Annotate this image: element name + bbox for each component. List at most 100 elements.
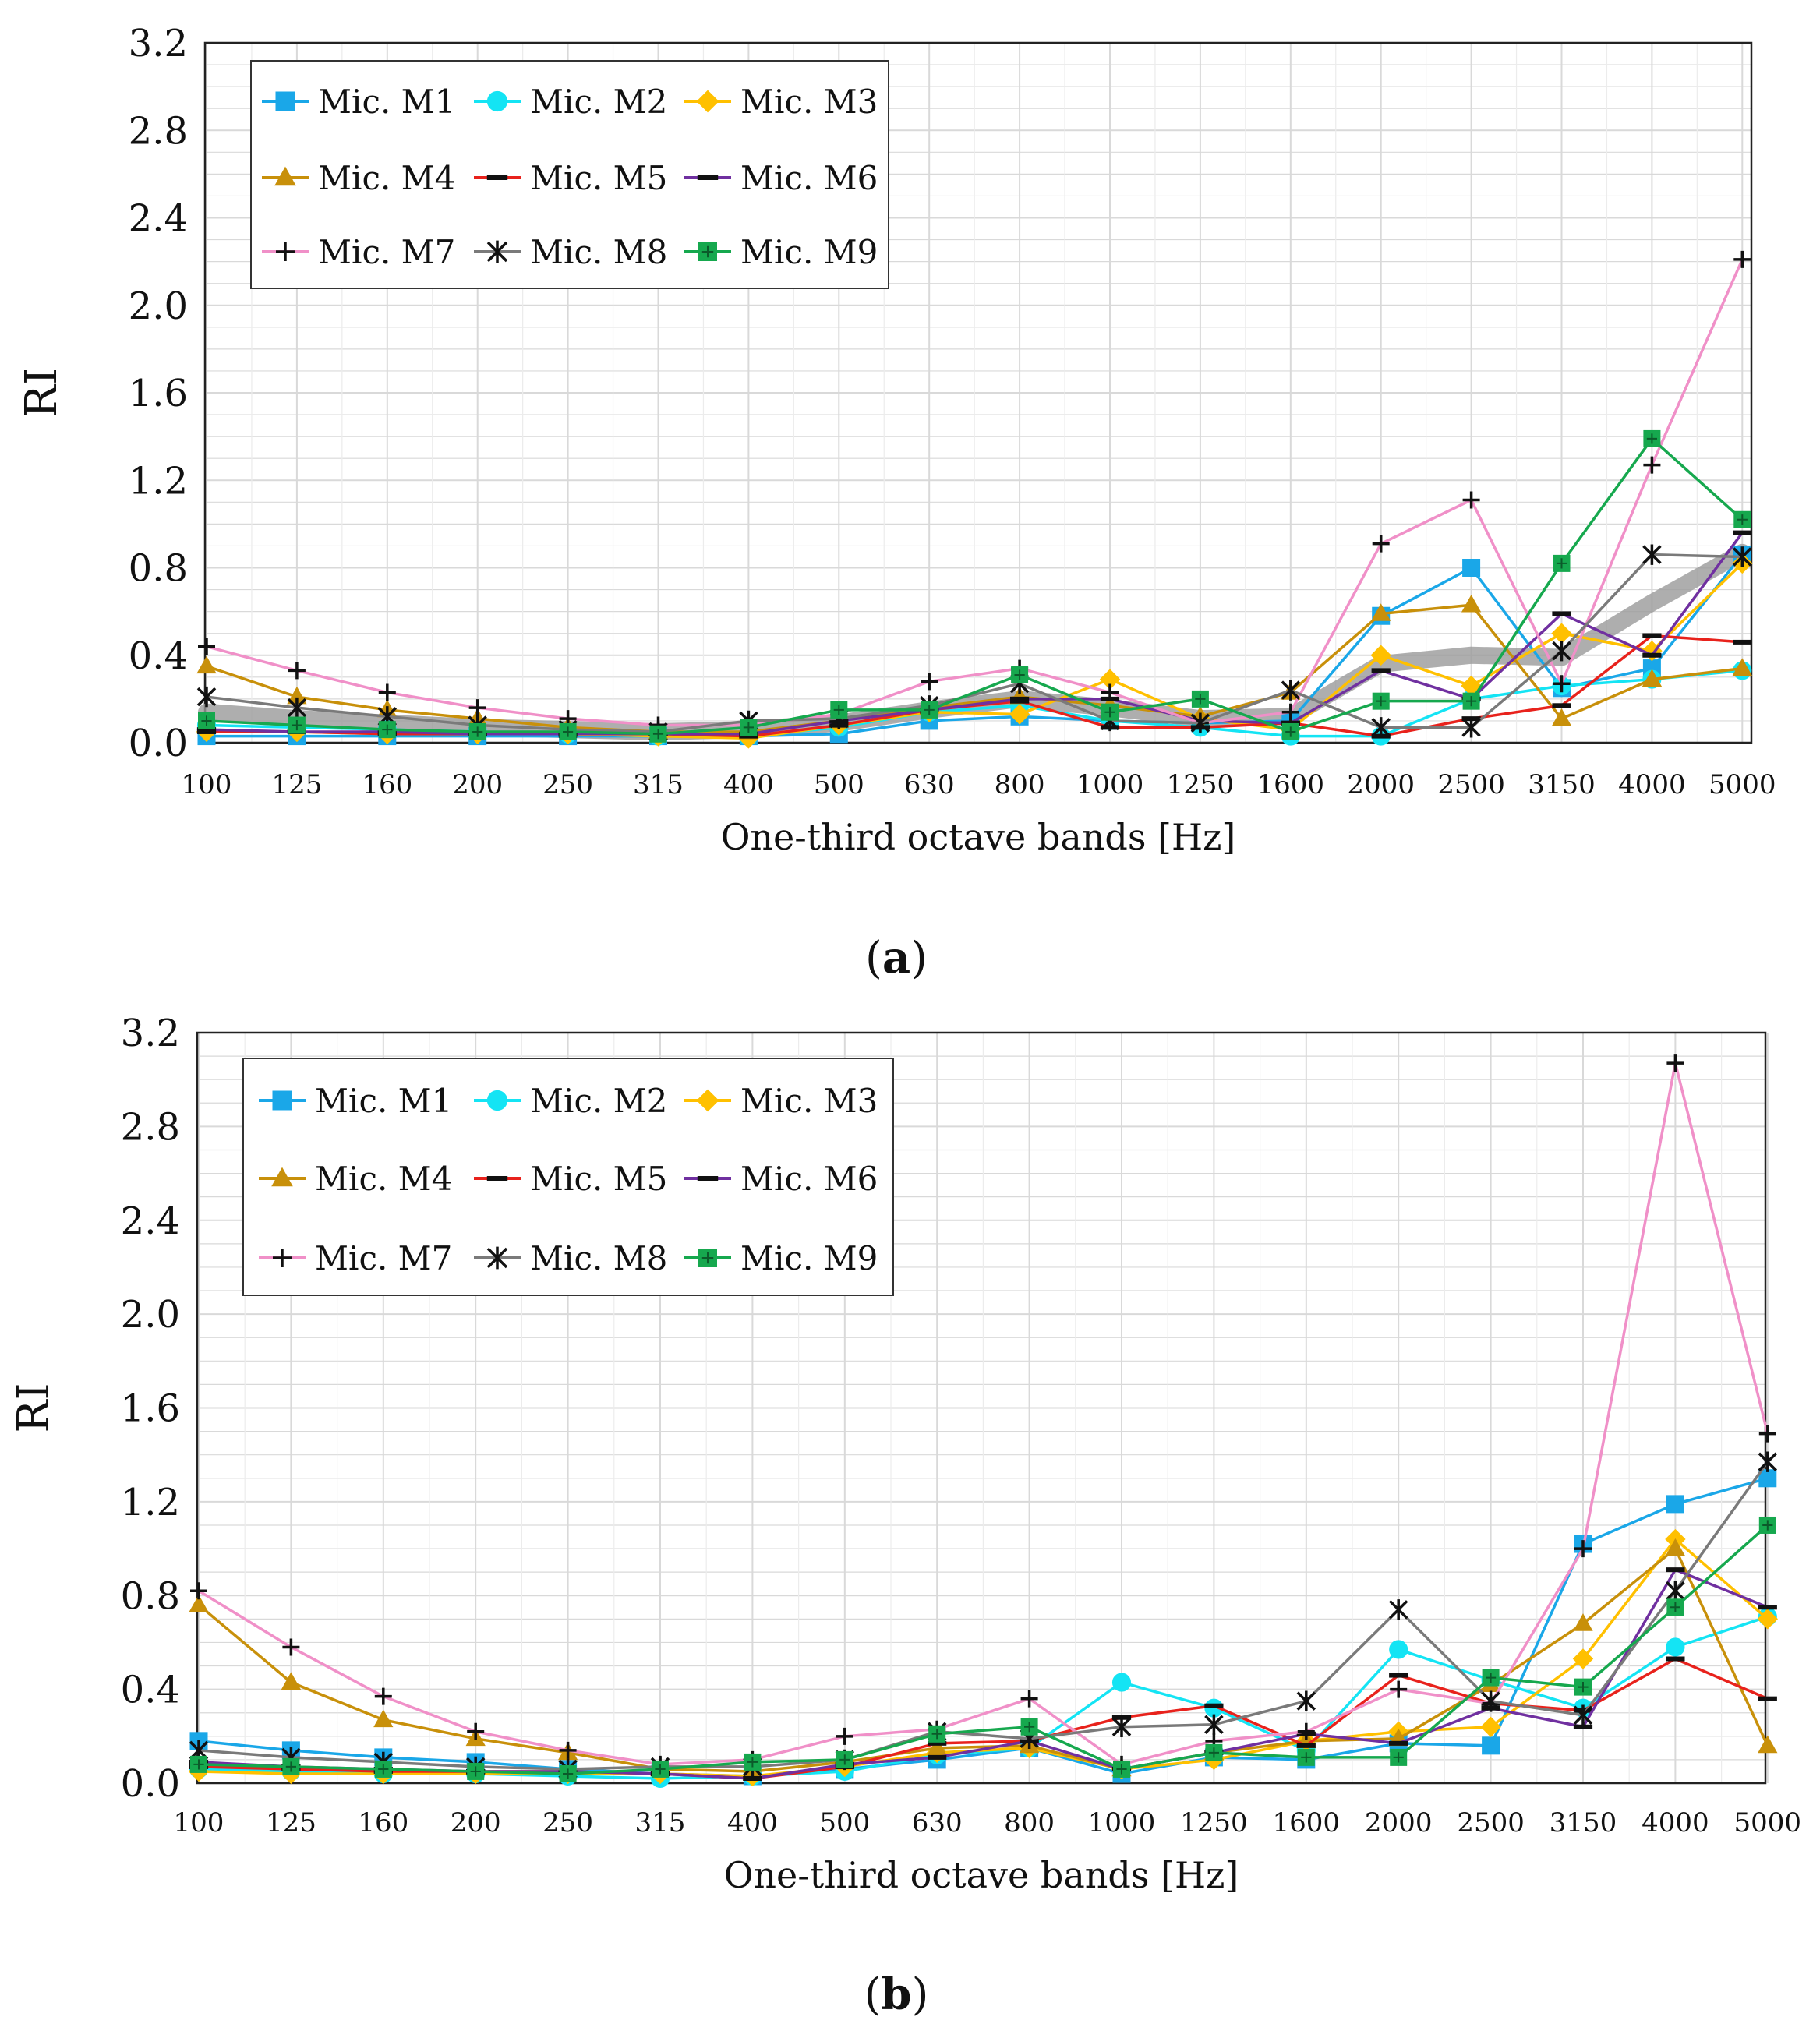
legend-item-m9: Mic. M9	[684, 233, 878, 271]
data-point	[1552, 703, 1571, 708]
data-point	[744, 1753, 762, 1771]
series-line	[198, 1461, 1769, 1771]
data-point	[921, 673, 938, 691]
data-point	[1758, 1425, 1776, 1443]
data-point	[927, 1737, 947, 1756]
data-point	[1573, 1704, 1593, 1726]
legend-marker	[697, 175, 719, 180]
legend-marker	[696, 90, 719, 113]
data-point	[1482, 1736, 1500, 1755]
data-point	[836, 1727, 853, 1745]
y-tick-labels: 0.0 0.4 0.8 1.2 1.6 2.0 2.4 2.8 3.2	[129, 22, 188, 765]
data-point	[1010, 696, 1030, 701]
panel-a: 0.0 0.4 0.8 1.2 1.6 2.0 2.4 2.8 3.2 100 125 160 200 2…	[16, 22, 1776, 984]
x-tick-label: 250	[542, 1807, 593, 1839]
x-tick-label: 630	[912, 1807, 963, 1839]
x-tick-label: 3150	[1528, 769, 1596, 800]
data-point	[1732, 658, 1752, 676]
y-tick-label: 3.2	[129, 22, 188, 65]
x-tick-label: 2500	[1437, 769, 1505, 800]
x-tick-label: 160	[358, 1807, 408, 1839]
legend-item-m4: Mic. M4	[259, 1160, 452, 1198]
series-m9	[190, 1516, 1776, 1782]
data-point	[1389, 1673, 1408, 1678]
legend-item-m1: Mic. M1	[259, 1082, 452, 1120]
legend-marker	[697, 1176, 719, 1181]
y-tick-label: 0.0	[121, 1762, 180, 1806]
data-point	[928, 1725, 946, 1743]
y-tick-label: 1.2	[129, 459, 188, 503]
series-line	[206, 553, 1743, 733]
data-point	[836, 1750, 853, 1768]
x-tick-label: 500	[814, 769, 864, 800]
legend-marker	[273, 1249, 292, 1267]
legend-label: Mic. M7	[315, 1239, 452, 1277]
data-point	[1297, 1722, 1315, 1740]
x-tick-label: 250	[542, 769, 593, 800]
x-tick-label: 1000	[1088, 1807, 1156, 1839]
legend-marker	[486, 1176, 508, 1181]
series-m9	[198, 429, 1751, 743]
x-tick-label: 4000	[1618, 769, 1686, 800]
legend-marker	[275, 91, 295, 111]
series-line	[206, 437, 1744, 736]
x-tick-label: 2000	[1365, 1807, 1433, 1839]
legend-box	[242, 1058, 894, 1296]
data-point	[1758, 1735, 1778, 1754]
data-point	[196, 655, 217, 674]
data-point	[1666, 1637, 1685, 1657]
data-point	[1642, 669, 1663, 687]
data-point	[743, 1775, 762, 1781]
x-tick-label: 500	[819, 1807, 870, 1839]
data-point	[559, 1741, 577, 1759]
legend-marker	[486, 90, 508, 112]
data-point	[1204, 1703, 1224, 1708]
x-tick-label: 200	[452, 769, 503, 800]
data-point	[378, 683, 396, 701]
x-tick-label: 315	[635, 1807, 686, 1839]
x-tick-label: 1250	[1167, 769, 1235, 800]
x-tick-label: 125	[266, 1807, 316, 1839]
x-tick-label: 5000	[1709, 769, 1776, 800]
data-point	[1574, 1540, 1592, 1558]
data-point	[1666, 1598, 1684, 1616]
data-point	[1666, 1495, 1684, 1514]
y-tick-label: 3.2	[121, 1012, 180, 1055]
y-tick-label: 2.0	[121, 1293, 180, 1337]
data-point	[1281, 722, 1299, 740]
data-point	[1390, 1680, 1408, 1698]
legend-marker	[272, 1090, 292, 1111]
legend-marker	[276, 242, 295, 261]
data-point	[287, 697, 307, 719]
legend-marker	[274, 166, 296, 186]
y-tick-label: 2.4	[121, 1199, 180, 1243]
legend-label: Mic. M8	[530, 233, 667, 271]
x-tick-labels: 100 125 160 200 250 315 400 500 630 800 1000 1250 16…	[174, 1807, 1802, 1839]
legend-marker	[486, 1090, 508, 1111]
x-tick-label: 160	[362, 769, 412, 800]
data-point	[1111, 1716, 1132, 1737]
y-tick-label: 0.8	[129, 547, 188, 591]
legend-item-m6: Mic. M6	[684, 159, 878, 197]
data-point	[1296, 1743, 1316, 1748]
legend-box	[250, 60, 889, 289]
data-point	[1642, 544, 1662, 565]
data-point	[1388, 1599, 1408, 1620]
data-point	[740, 719, 758, 736]
data-point	[1461, 595, 1482, 613]
data-point	[374, 1760, 392, 1778]
series-line	[206, 603, 1743, 733]
data-point	[1296, 1690, 1316, 1711]
legend-item-m3: Mic. M3	[684, 83, 878, 121]
data-point	[1553, 675, 1571, 693]
data-point	[1733, 250, 1751, 268]
data-point	[1111, 1673, 1132, 1692]
data-point	[1758, 1516, 1776, 1534]
legend-marker	[486, 240, 508, 263]
legend-label: Mic. M9	[740, 233, 878, 271]
data-point	[1733, 546, 1752, 567]
y-tick-label: 1.6	[121, 1387, 180, 1431]
legend-label: Mic. M2	[530, 83, 667, 121]
data-point	[1101, 703, 1119, 721]
